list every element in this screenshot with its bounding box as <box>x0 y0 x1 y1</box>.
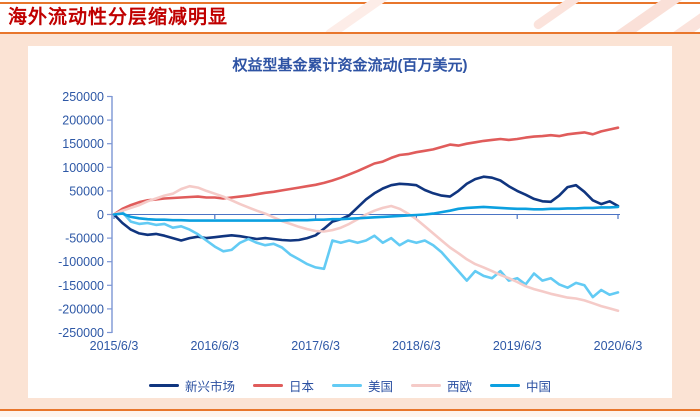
legend-item: 美国 <box>331 376 393 395</box>
legend-item: 新兴市场 <box>148 376 235 395</box>
series-line-1 <box>112 126 620 216</box>
bottom-strip <box>0 411 700 417</box>
legend-label: 日本 <box>288 380 314 394</box>
y-tick-label: 250000 <box>62 90 104 104</box>
y-tick-label: 100000 <box>62 161 104 175</box>
y-tick-label: 150000 <box>62 137 104 151</box>
legend-label: 美国 <box>367 380 393 394</box>
bottom-rule <box>0 409 700 411</box>
legend-swatch <box>411 384 441 387</box>
legend-swatch <box>148 384 179 387</box>
series-line-0 <box>112 175 620 242</box>
watermark <box>531 0 597 31</box>
series-line-3 <box>112 184 620 313</box>
y-axis: 250000 200000 150000 100000 50000 0 -50000 -100… <box>58 90 113 340</box>
legend-swatch <box>331 384 362 387</box>
chart-card: 权益型基金累计资金流动(百万美元) 250000 200000 150000 1000… <box>28 46 672 398</box>
series-line-2 <box>112 210 620 299</box>
legend-item: 西欧 <box>411 376 472 395</box>
y-tick-label: 50000 <box>69 184 104 198</box>
header: 海外流动性分层缩减明显 <box>0 0 700 57</box>
y-tick-label: 200000 <box>62 114 104 128</box>
y-tick-label: -150000 <box>58 279 104 293</box>
y-tick-label: -100000 <box>58 255 104 269</box>
y-tick-label: -250000 <box>58 326 104 340</box>
chart-legend: 新兴市场 日本 美国 西欧 中国 <box>28 376 672 395</box>
page-title: 海外流动性分层缩减明显 <box>8 7 229 28</box>
x-tick-label: 2020/6/3 <box>594 339 643 353</box>
x-tick-label: 2017/6/3 <box>291 339 340 353</box>
y-tick-label: -50000 <box>65 232 104 246</box>
chart-title: 权益型基金累计资金流动(百万美元) <box>232 57 468 74</box>
legend-swatch <box>490 384 521 387</box>
chart-plot: 250000 200000 150000 100000 50000 0 -50000 -100… <box>58 90 643 353</box>
legend-label: 西欧 <box>447 380 473 394</box>
header-rule <box>0 32 700 34</box>
x-tick-label: 2019/6/3 <box>493 339 542 353</box>
x-tick-label: 2016/6/3 <box>190 339 239 353</box>
legend-item: 日本 <box>252 376 314 395</box>
legend-label: 新兴市场 <box>184 380 235 394</box>
y-tick-label: -200000 <box>58 302 104 316</box>
legend-item: 中国 <box>490 376 551 395</box>
legend-swatch <box>252 384 283 387</box>
x-tick-label: 2015/6/3 <box>90 339 139 353</box>
top-rule <box>0 2 700 4</box>
y-tick-label: 0 <box>97 208 104 222</box>
series-line-4 <box>112 205 620 222</box>
x-tick-label: 2018/6/3 <box>392 339 441 353</box>
legend-label: 中国 <box>526 380 552 394</box>
